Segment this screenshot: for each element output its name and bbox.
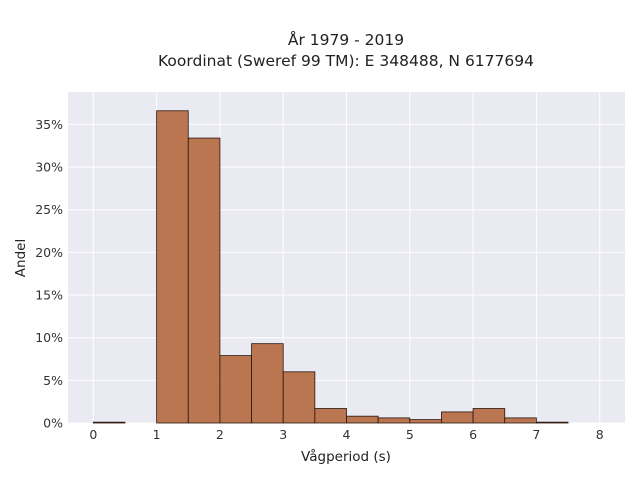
x-tick-label: 3 (279, 427, 287, 442)
histogram-bar (251, 343, 284, 424)
histogram-bar (187, 137, 221, 424)
x-tick-label: 4 (343, 427, 351, 442)
histogram-bar (219, 355, 252, 424)
x-tick-label: 8 (596, 427, 604, 442)
histogram-bar (314, 408, 347, 424)
histogram-bar (282, 371, 316, 424)
x-tick-label: 2 (216, 427, 224, 442)
y-tick-label: 35% (35, 117, 63, 132)
histogram-bars (92, 110, 569, 424)
y-tick-label: 5% (43, 373, 63, 388)
y-tick-label: 15% (35, 288, 63, 303)
x-tick-labels: 0 1 2 3 4 5 6 7 8 (89, 427, 603, 442)
y-tick-label: 10% (35, 330, 63, 345)
histogram-bar (472, 408, 506, 424)
histogram-bar (504, 417, 537, 424)
y-tick-label: 30% (35, 160, 63, 175)
histogram-bar (441, 411, 474, 424)
x-axis-label: Vågperiod (s) (301, 448, 391, 465)
y-axis-label: Andel (13, 239, 29, 277)
x-tick-label: 7 (532, 427, 540, 442)
x-tick-label: 1 (153, 427, 161, 442)
histogram-bar (377, 417, 411, 424)
histogram-bar (92, 421, 126, 424)
chart-title-line-2: Koordinat (Sweref 99 TM): E 348488, N 61… (158, 52, 534, 70)
y-tick-label: 0% (43, 416, 63, 431)
x-tick-label: 5 (406, 427, 414, 442)
histogram-bar (409, 419, 442, 424)
histogram-bar (535, 421, 569, 424)
y-tick-label: 20% (35, 245, 63, 260)
x-tick-label: 6 (469, 427, 477, 442)
histogram-bar (346, 415, 379, 424)
y-tick-labels: 0% 5% 10% 15% 20% 25% 30% 35% (35, 117, 63, 431)
chart-title-line-1: År 1979 - 2019 (288, 30, 404, 49)
histogram-bar (156, 110, 189, 424)
x-tick-label: 0 (89, 427, 97, 442)
y-tick-label: 25% (35, 202, 63, 217)
